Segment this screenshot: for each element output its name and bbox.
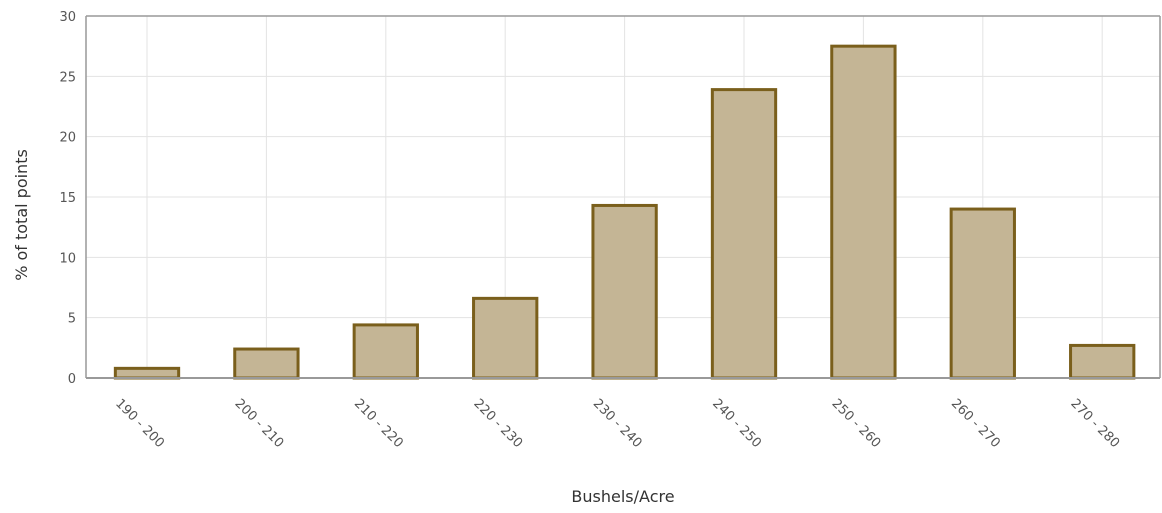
- x-tick-label: 210 - 220: [351, 396, 406, 451]
- bars: [113, 44, 1136, 380]
- bar: [1069, 343, 1136, 380]
- x-axis-title: Bushels/Acre: [571, 487, 674, 506]
- axes: [85, 15, 1161, 379]
- y-tick-label: 25: [59, 70, 76, 85]
- y-tick-label: 15: [59, 191, 76, 206]
- bar: [233, 347, 300, 380]
- y-tick-label: 10: [59, 251, 76, 266]
- x-tick-label: 270 - 280: [1067, 396, 1122, 451]
- y-tick-label: 30: [59, 10, 76, 25]
- bar: [472, 296, 539, 380]
- x-tick-label: 200 - 210: [232, 396, 287, 451]
- x-tick-label: 240 - 250: [709, 396, 764, 451]
- x-tick-label: 260 - 270: [948, 396, 1003, 451]
- y-tick-label: 20: [59, 131, 76, 146]
- x-tick-label: 250 - 260: [829, 396, 884, 451]
- y-axis-title: % of total points: [12, 149, 31, 281]
- x-tick-label: 190 - 200: [112, 396, 167, 451]
- y-tick-labels: 0 5 10 15 20 25 30: [59, 10, 76, 387]
- y-tick-label: 5: [68, 312, 76, 327]
- bar: [949, 207, 1016, 380]
- y-tick-label: 0: [68, 372, 76, 387]
- x-tick-label: 220 - 230: [470, 396, 525, 451]
- bar: [113, 366, 181, 380]
- bar: [830, 44, 897, 380]
- bar: [352, 323, 419, 380]
- x-tick-labels: 190 - 200 200 - 210 210 - 220 220 - 230 230 …: [112, 396, 1122, 451]
- bar: [591, 203, 658, 380]
- x-tick-label: 230 - 240: [590, 396, 645, 451]
- bar: [710, 88, 778, 380]
